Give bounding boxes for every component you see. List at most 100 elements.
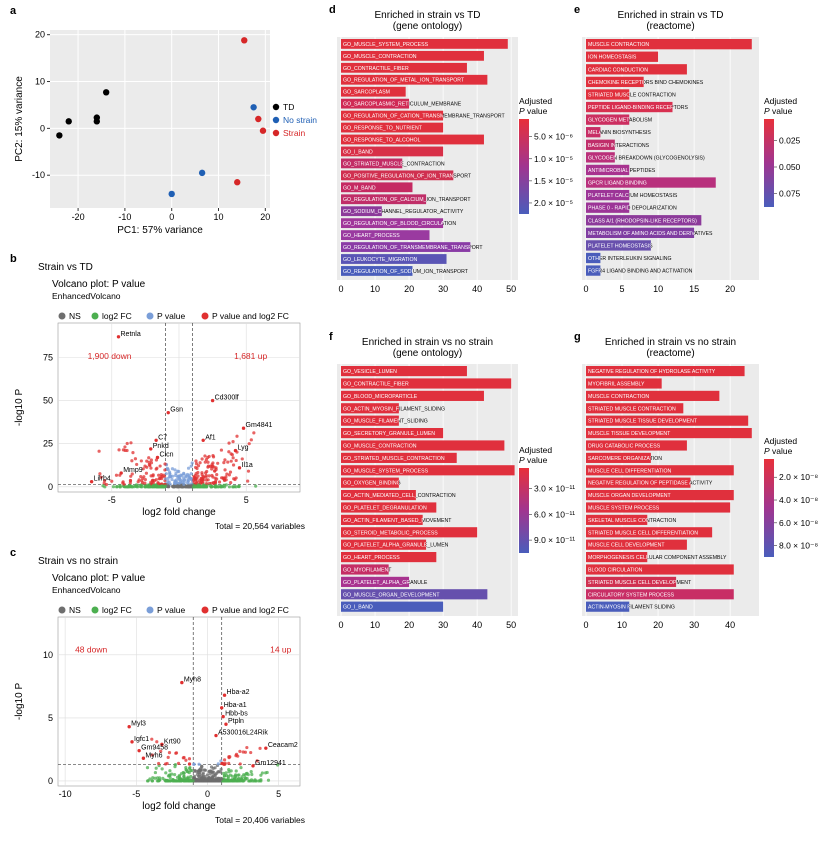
pca-point: [65, 118, 72, 125]
bar-chart-title: Enriched in strain vs TD: [618, 10, 724, 21]
bar-legend-title-line2: P value: [764, 106, 793, 116]
volcano-point: [246, 773, 250, 777]
bar-category-label: GO_STRIATED_MUSCLE_CONTRACTION: [343, 161, 445, 167]
bar: [586, 76, 644, 88]
volcano-point: [137, 748, 141, 753]
volcano-legend-swatch: [91, 312, 99, 320]
bar-category-label: GO_PLATELET_ALPHA_GRANULE_LUMEN: [343, 543, 449, 549]
volcano-point: [197, 774, 201, 778]
bar-category-label-overflow: MELANIN BIOSYNTHESIS: [588, 130, 651, 136]
bar-category-label-overflow: MORPHOGENESIS CELLULAR COMPONENT ASSEMBL…: [588, 555, 727, 561]
volcano-point: [237, 773, 241, 777]
volcano-point: [259, 773, 263, 777]
bar: [341, 452, 457, 463]
bar-category-label: GO_REGULATION_OF_METAL_ION_TRANSPORT: [343, 78, 465, 84]
bar: [586, 114, 630, 125]
bar: [586, 177, 716, 188]
bar-category-label: BASIGIN INTERACTIONS: [588, 143, 650, 149]
bar: [586, 378, 662, 389]
volcano-point: [222, 774, 226, 778]
volcano-point: [181, 770, 185, 775]
volcano-point: [187, 757, 192, 761]
volcano-point: [223, 468, 227, 472]
pca-point: [259, 127, 267, 134]
volcano-point: [149, 458, 153, 462]
volcano-ylabel: -log10 P: [14, 389, 25, 427]
bar: [586, 240, 651, 251]
pca-legend-label: TD: [283, 102, 294, 112]
volcano-point: [240, 775, 244, 779]
volcano-point: [181, 756, 185, 760]
bar-category-label-overflow: BASIGIN INTERACTIONS: [588, 143, 650, 149]
bar-legend-title-line1: Adjusted: [764, 96, 797, 106]
volcano-point: [167, 751, 172, 755]
volcano-point: [153, 770, 158, 775]
bar-category-label: PHASE 0 - RAPID DEPOLARIZATION: [588, 206, 677, 212]
volcano-point: [193, 769, 197, 773]
volcano-gene-label: Pnkd: [153, 443, 169, 450]
pca-point: [234, 179, 241, 186]
volcano-point: [216, 777, 220, 781]
bar-category-label-overflow: ANTIMICROBIAL PEPTIDES: [588, 168, 656, 174]
bar: [341, 158, 403, 169]
bar: [341, 39, 508, 49]
volcano-point: [129, 474, 133, 478]
volcano-point: [237, 466, 242, 470]
bar-chart-title: (gene ontology): [393, 21, 463, 32]
pca-point: [198, 169, 206, 177]
volcano-point: [151, 473, 155, 477]
volcano-point: [177, 477, 181, 481]
bar-xtick-label: 10: [653, 284, 663, 294]
bar-category-label-overflow: PLATELET CALCIUM HOMEOSTASIS: [588, 193, 678, 199]
volcano-point: [187, 762, 192, 766]
bar-category-label: FGFR4 LIGAND BINDING AND ACTIVATION: [588, 269, 693, 275]
pca-ytick-label: 20: [35, 30, 45, 40]
volcano-point: [177, 779, 181, 783]
volcano-point: [214, 466, 218, 470]
volcano-title: Volcano plot: P value: [52, 279, 146, 290]
volcano-gene-label: Retnla: [121, 331, 141, 338]
bar-category-label: GLYCOGEN BREAKDOWN (GLYCOGENOLYSIS): [588, 155, 705, 161]
pca-point: [93, 114, 101, 121]
volcano-point: [195, 485, 199, 489]
volcano-legend-swatch: [146, 606, 154, 614]
volcano-legend-swatch: [58, 606, 66, 614]
bar-xtick-label: 5: [620, 284, 625, 294]
panel-letter-a: a: [10, 5, 17, 17]
bar-category-label: NEGATIVE REGULATION OF PEPTIDASE ACTIVIT…: [588, 481, 713, 487]
volcano-point: [179, 478, 184, 483]
volcano-xtick-label: -10: [59, 789, 72, 799]
volcano-point: [234, 458, 238, 463]
volcano-point: [157, 473, 161, 477]
volcano-point: [226, 460, 230, 464]
bar: [586, 415, 749, 426]
bar-category-label: GO_ACTIN_MYOSIN_FILAMENT_SLIDING: [343, 406, 445, 412]
volcano-point: [204, 478, 209, 482]
pca-point: [102, 89, 110, 96]
bar: [341, 134, 484, 145]
volcano-gene-label: Gm12941: [255, 760, 286, 767]
bar-legend-title-line2: P value: [519, 106, 548, 116]
volcano-gene-label: Gsn: [170, 407, 183, 414]
volcano-point: [217, 480, 222, 484]
panel-letter-e: e: [574, 4, 580, 16]
bar-category-label-overflow: GLYCOGEN METABOLISM: [588, 118, 652, 124]
volcano-point: [264, 746, 268, 750]
pca-xtick-label: -20: [72, 212, 85, 222]
volcano-point: [239, 778, 243, 783]
bar-category-label: STRIATED MUSCLE CELL DEVELOPMENT: [588, 580, 692, 586]
bar-category-label: CLASS A/1 (RHODOPSIN-LIKE RECEPTORS): [588, 218, 697, 224]
bar-category-label-overflow: GO_ACTIN_MEDIATED_CELL_CONTRACTION: [343, 493, 456, 499]
bar: [586, 202, 630, 213]
volcano-point: [198, 461, 202, 465]
volcano-point: [246, 479, 250, 483]
volcano-point: [227, 473, 231, 477]
volcano-point: [234, 485, 238, 489]
volcano-point: [218, 485, 223, 489]
volcano-point: [171, 779, 175, 783]
panel-letter-b: b: [10, 253, 17, 265]
volcano-point: [207, 454, 211, 459]
volcano-point: [204, 473, 208, 478]
volcano-point: [170, 467, 175, 471]
volcano-point: [223, 458, 227, 462]
